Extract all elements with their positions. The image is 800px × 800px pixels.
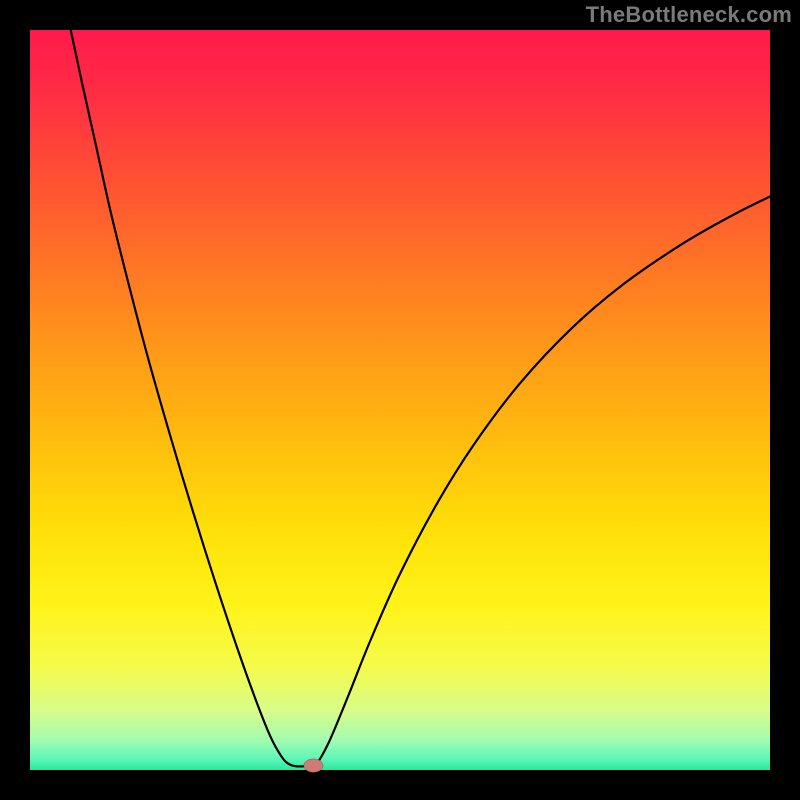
chart-container: TheBottleneck.com xyxy=(0,0,800,800)
watermark-text: TheBottleneck.com xyxy=(586,2,792,28)
plot-background xyxy=(30,30,770,770)
bottleneck-chart xyxy=(0,0,800,800)
optimal-point-marker xyxy=(304,759,323,772)
